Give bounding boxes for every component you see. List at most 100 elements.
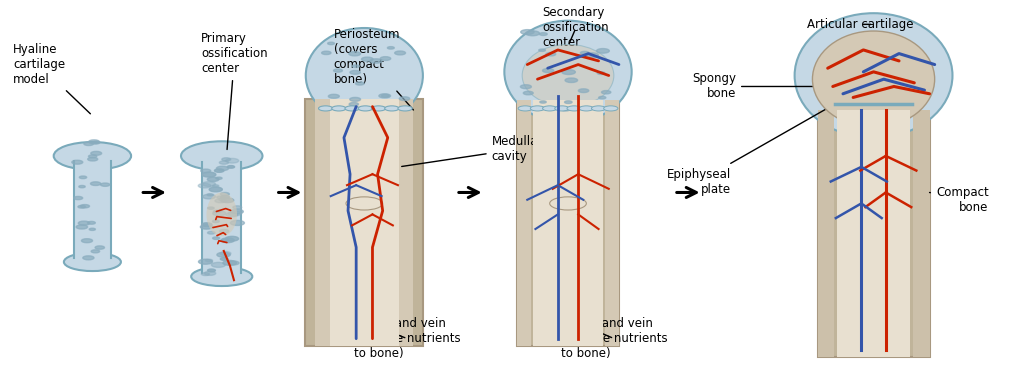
Circle shape bbox=[209, 187, 222, 192]
Circle shape bbox=[232, 206, 242, 209]
Ellipse shape bbox=[207, 192, 237, 236]
Circle shape bbox=[227, 166, 234, 168]
Circle shape bbox=[521, 29, 535, 34]
Circle shape bbox=[580, 106, 594, 111]
Circle shape bbox=[90, 182, 100, 186]
Circle shape bbox=[220, 192, 229, 196]
Circle shape bbox=[520, 85, 531, 89]
Circle shape bbox=[352, 65, 359, 68]
Circle shape bbox=[202, 172, 216, 177]
Circle shape bbox=[355, 82, 365, 85]
Ellipse shape bbox=[505, 21, 632, 123]
Ellipse shape bbox=[181, 141, 262, 170]
Circle shape bbox=[100, 183, 110, 186]
Circle shape bbox=[350, 70, 360, 74]
Text: Spongy
bone: Spongy bone bbox=[692, 73, 815, 101]
Circle shape bbox=[207, 177, 219, 181]
Circle shape bbox=[206, 259, 213, 262]
Ellipse shape bbox=[63, 253, 121, 271]
Text: Primary
ossification
center: Primary ossification center bbox=[202, 32, 268, 150]
Circle shape bbox=[217, 253, 230, 257]
Circle shape bbox=[379, 94, 390, 98]
Circle shape bbox=[208, 207, 214, 209]
Circle shape bbox=[201, 225, 213, 229]
Circle shape bbox=[597, 48, 609, 53]
Circle shape bbox=[78, 205, 86, 208]
Ellipse shape bbox=[53, 142, 131, 170]
Circle shape bbox=[202, 223, 212, 226]
Circle shape bbox=[346, 197, 383, 210]
Circle shape bbox=[228, 261, 239, 265]
Circle shape bbox=[565, 78, 578, 82]
Circle shape bbox=[82, 239, 92, 243]
Circle shape bbox=[208, 231, 215, 234]
Circle shape bbox=[398, 106, 413, 111]
Circle shape bbox=[207, 194, 213, 196]
Circle shape bbox=[95, 246, 104, 249]
Ellipse shape bbox=[812, 31, 935, 127]
Circle shape bbox=[216, 166, 228, 170]
Circle shape bbox=[201, 169, 211, 173]
Circle shape bbox=[213, 237, 220, 239]
Text: Periosteum
(covers
compact
bone): Periosteum (covers compact bone) bbox=[334, 28, 414, 110]
Circle shape bbox=[525, 31, 540, 36]
Circle shape bbox=[567, 106, 582, 111]
Circle shape bbox=[555, 106, 569, 111]
Text: Articular cartilage: Articular cartilage bbox=[807, 18, 913, 31]
Circle shape bbox=[221, 195, 229, 198]
Circle shape bbox=[592, 106, 606, 111]
Circle shape bbox=[88, 157, 97, 161]
Polygon shape bbox=[203, 162, 241, 273]
Circle shape bbox=[220, 258, 228, 260]
Circle shape bbox=[219, 229, 229, 233]
Circle shape bbox=[226, 212, 238, 217]
Circle shape bbox=[213, 211, 226, 216]
Circle shape bbox=[399, 97, 410, 101]
Circle shape bbox=[217, 196, 223, 198]
Circle shape bbox=[199, 183, 211, 188]
Circle shape bbox=[604, 106, 617, 111]
Circle shape bbox=[230, 209, 244, 214]
Circle shape bbox=[599, 96, 606, 99]
Circle shape bbox=[581, 51, 589, 54]
Circle shape bbox=[84, 142, 93, 146]
Circle shape bbox=[361, 57, 373, 61]
Circle shape bbox=[601, 91, 611, 94]
Circle shape bbox=[80, 204, 89, 208]
Circle shape bbox=[92, 141, 100, 144]
Circle shape bbox=[345, 106, 359, 111]
Text: Epiphyseal
plate: Epiphyseal plate bbox=[667, 105, 833, 195]
Circle shape bbox=[83, 256, 94, 260]
Circle shape bbox=[349, 102, 358, 106]
Circle shape bbox=[358, 106, 373, 111]
Polygon shape bbox=[305, 99, 423, 346]
Circle shape bbox=[230, 220, 245, 225]
Circle shape bbox=[334, 69, 342, 72]
Circle shape bbox=[221, 238, 234, 243]
Circle shape bbox=[76, 225, 88, 229]
Circle shape bbox=[203, 194, 215, 199]
Circle shape bbox=[387, 46, 394, 49]
Circle shape bbox=[88, 140, 99, 144]
Text: Compact
bone: Compact bone bbox=[930, 186, 988, 214]
Circle shape bbox=[546, 53, 556, 56]
Circle shape bbox=[223, 260, 237, 265]
Circle shape bbox=[211, 262, 225, 267]
Circle shape bbox=[88, 155, 97, 158]
Circle shape bbox=[214, 169, 224, 172]
Circle shape bbox=[540, 101, 546, 103]
Circle shape bbox=[329, 94, 339, 98]
Circle shape bbox=[381, 94, 389, 97]
Circle shape bbox=[225, 158, 239, 163]
Circle shape bbox=[523, 91, 534, 95]
Circle shape bbox=[222, 158, 230, 161]
Circle shape bbox=[385, 106, 399, 111]
Text: Medullary
cavity: Medullary cavity bbox=[401, 135, 550, 166]
Circle shape bbox=[72, 160, 83, 164]
Polygon shape bbox=[399, 99, 414, 346]
Polygon shape bbox=[534, 100, 603, 346]
Polygon shape bbox=[315, 99, 330, 346]
Polygon shape bbox=[817, 110, 834, 357]
Circle shape bbox=[597, 72, 605, 74]
Polygon shape bbox=[517, 100, 531, 346]
